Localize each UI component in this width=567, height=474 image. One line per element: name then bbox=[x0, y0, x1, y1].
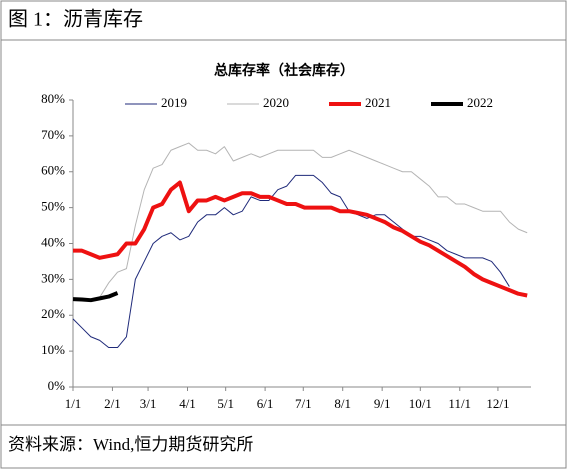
x-tick-label: 3/1 bbox=[140, 396, 157, 411]
x-tick-label: 8/1 bbox=[334, 396, 351, 411]
x-tick-label: 10/1 bbox=[409, 396, 432, 411]
x-tick-label: 1/1 bbox=[65, 396, 82, 411]
series-line bbox=[72, 291, 119, 303]
series-line bbox=[99, 142, 528, 298]
y-tick-label: 0% bbox=[48, 378, 66, 393]
series-line bbox=[73, 180, 528, 298]
x-tick-label: 9/1 bbox=[374, 396, 391, 411]
legend-label: 2020 bbox=[263, 95, 289, 110]
x-tick-label: 2/1 bbox=[104, 396, 121, 411]
y-tick-label: 50% bbox=[41, 199, 65, 214]
header-title: 图 1：沥青库存 bbox=[8, 8, 143, 31]
legend-label: 2019 bbox=[161, 95, 187, 110]
x-tick-label: 7/1 bbox=[295, 396, 312, 411]
x-tick-label: 6/1 bbox=[257, 396, 274, 411]
x-tick-label: 5/1 bbox=[217, 396, 234, 411]
y-tick-label: 70% bbox=[41, 127, 65, 142]
y-tick-label: 80% bbox=[41, 91, 65, 106]
y-tick-label: 30% bbox=[41, 270, 65, 285]
y-tick-label: 40% bbox=[41, 234, 65, 249]
y-tick-label: 10% bbox=[41, 342, 65, 357]
x-tick-label: 4/1 bbox=[179, 396, 196, 411]
x-tick-label: 12/1 bbox=[486, 396, 509, 411]
x-tick-label: 11/1 bbox=[448, 396, 471, 411]
chart-title: 总库存率（社会库存） bbox=[214, 62, 354, 79]
y-tick-label: 20% bbox=[41, 306, 65, 321]
y-tick-label: 60% bbox=[41, 163, 65, 178]
legend-label: 2021 bbox=[365, 95, 391, 110]
legend-label: 2022 bbox=[467, 95, 493, 110]
source-note: 资料来源：Wind,恒力期货研究所 bbox=[8, 435, 253, 454]
series-line bbox=[72, 174, 510, 349]
